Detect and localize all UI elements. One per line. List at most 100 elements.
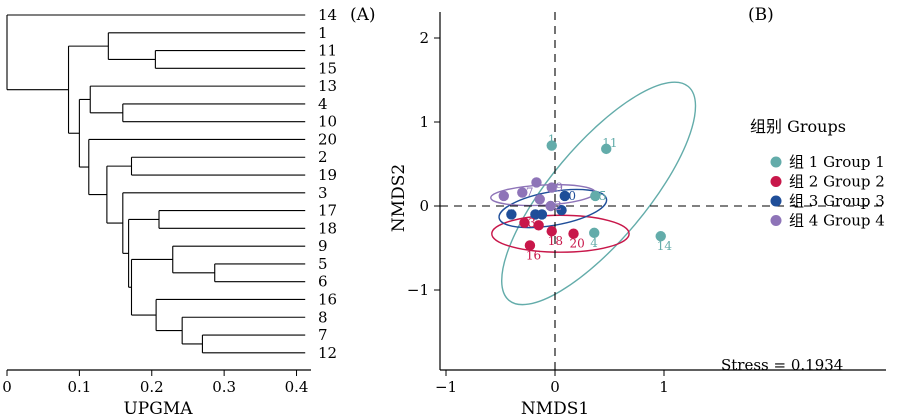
nmds-x-axis-title: NMDS1 [521, 399, 589, 419]
nmds-x-tick-label-2: 1 [659, 378, 669, 396]
point-label-12: 12 [547, 199, 562, 213]
point-group4-19 [546, 182, 557, 193]
legend-label-group-4: 组 4 Group 4 [789, 212, 885, 230]
point-label-15: 15 [591, 189, 606, 203]
point-label-14: 14 [657, 239, 673, 253]
point-label-8: 8 [531, 207, 539, 221]
leaf-label-9: 9 [318, 237, 328, 255]
point-group1-15 [590, 190, 601, 202]
ellipse-group-1 [501, 81, 697, 306]
point-label-2: 2 [558, 203, 566, 217]
legend-marker-group-3 [770, 195, 782, 207]
leaf-label-12: 12 [318, 344, 337, 362]
leaf-label-6: 6 [318, 273, 328, 291]
point-group4-12 [545, 200, 556, 212]
dendro-tick-label-3: 0.3 [212, 378, 236, 396]
point-label-16: 16 [526, 248, 541, 262]
point-group4-6 [498, 190, 509, 202]
nmds-x-tick-label-1: 0 [550, 378, 560, 396]
dendro-tick-label-0: 0 [2, 378, 12, 396]
panel-b-label: (B) [748, 5, 774, 25]
leaf-label-11: 11 [318, 42, 337, 60]
legend-title: 组别 Groups [750, 117, 846, 136]
nmds-y-axis-title: NMDS2 [389, 164, 409, 232]
dendro-tick-label-2: 0.2 [140, 378, 164, 396]
leaf-label-16: 16 [318, 290, 337, 308]
legend-label-group-1: 组 1 Group 1 [789, 153, 885, 171]
point-group3-10 [559, 190, 571, 202]
point-label-5: 5 [536, 192, 544, 206]
leaf-label-2: 2 [318, 148, 328, 166]
point-label-3: 3 [535, 218, 543, 232]
stress-label: Stress = 0.1934 [721, 356, 843, 374]
legend-marker-group-1 [770, 156, 782, 168]
reference-lines [440, 12, 886, 370]
leaf-label-10: 10 [318, 113, 337, 131]
leaf-label-20: 20 [318, 130, 337, 148]
point-group3-7 [506, 209, 517, 220]
leaf-label-18: 18 [318, 219, 337, 237]
dendro-tick-label-1: 0.1 [67, 378, 91, 396]
point-label-1: 1 [548, 133, 556, 147]
leaf-label-8: 8 [318, 308, 328, 326]
point-group2-13 [519, 217, 530, 228]
nmds-y-tick-label-2: 1 [419, 113, 429, 131]
legend: 组别 Groups 组 1 Group 1 组 2 Group 2组 3 Grou… [750, 117, 885, 230]
leaf-label-5: 5 [318, 255, 328, 273]
nmds-y-tick-label-0: −1 [407, 281, 429, 299]
sample-points [498, 140, 666, 251]
panel-a-label: (A) [350, 5, 376, 25]
leaf-label-17: 17 [318, 202, 337, 220]
group-ellipses [490, 81, 697, 306]
nmds-y-tick-label-1: 0 [419, 197, 429, 215]
point-group3-unlabeled-2 [536, 209, 548, 220]
leaf-label-7: 7 [318, 326, 328, 344]
point-label-13: 13 [520, 216, 535, 230]
leaf-label-3: 3 [318, 184, 328, 202]
point-label-10: 10 [561, 189, 576, 203]
dendrogram-x-axis-title: UPGMA [123, 399, 193, 419]
point-label-11: 11 [602, 136, 617, 150]
leaf-label-15: 15 [318, 59, 337, 77]
point-group2-3 [533, 220, 544, 231]
point-label-20: 20 [570, 237, 585, 251]
point-label-19: 19 [548, 181, 563, 195]
point-label-17: 17 [518, 186, 533, 200]
point-label-6: 6 [500, 189, 508, 203]
leaf-label-4: 4 [318, 95, 328, 113]
point-group2-16 [524, 240, 536, 251]
point-group1-4 [589, 227, 600, 239]
legend-marker-group-2 [770, 176, 782, 187]
leaf-label-1: 1 [318, 24, 328, 42]
dendrogram-ticks: 0 0.1 0.2 0.3 0.4 [2, 370, 308, 396]
point-label-18: 18 [548, 234, 563, 248]
point-group2-18 [546, 226, 557, 237]
point-group1-11 [601, 143, 612, 155]
legend-marker-group-4 [770, 215, 782, 226]
legend-label-group-3: 组 3 Group 3 [789, 192, 885, 210]
point-label-4: 4 [590, 236, 598, 250]
point-label-7: 7 [507, 207, 515, 221]
point-group1-1 [546, 140, 557, 151]
point-group2-20 [568, 228, 579, 239]
nmds-y-tick-label-3: 2 [419, 29, 429, 47]
point-group4-17 [517, 187, 528, 198]
point-group3-2 [556, 205, 567, 216]
nmds-x-tick-label-0: −1 [435, 378, 457, 396]
dendrogram-branches [6, 14, 306, 354]
legend-items: 组 1 Group 1 组 2 Group 2组 3 Group 3 组 4 Gro… [770, 153, 885, 230]
leaf-label-19: 19 [318, 166, 337, 184]
point-label-9: 9 [532, 175, 540, 189]
point-group4-5 [534, 194, 545, 205]
dendro-tick-label-4: 0.4 [285, 378, 309, 396]
point-group1-14 [655, 231, 666, 242]
legend-label-group-2: 组 2 Group 2 [789, 173, 885, 191]
leaf-label-14: 14 [318, 6, 337, 24]
leaf-label-13: 13 [318, 77, 337, 95]
point-group4-9 [531, 177, 542, 188]
